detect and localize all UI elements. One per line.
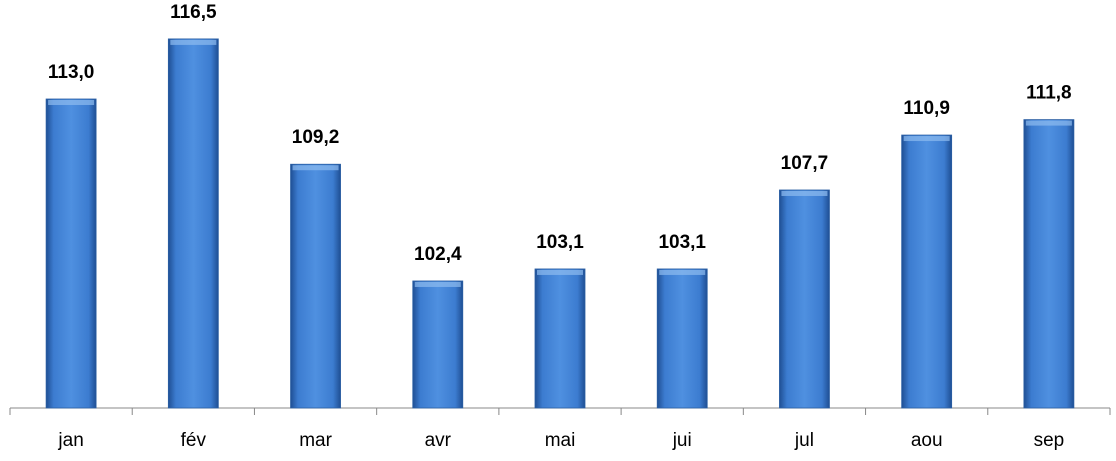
bar-top-highlight — [903, 136, 950, 142]
value-label: 113,0 — [48, 62, 95, 83]
bar-top-highlight — [414, 281, 461, 287]
bar-top-highlight — [1025, 120, 1072, 126]
bar — [167, 38, 219, 409]
value-label: 109,2 — [292, 127, 340, 148]
x-tick-label: jan — [57, 430, 83, 451]
bar-top-highlight — [537, 269, 583, 275]
bar-top-highlight — [48, 100, 95, 105]
bar — [901, 134, 953, 409]
value-label: 116,5 — [170, 2, 217, 23]
bar — [656, 268, 708, 409]
bar — [779, 189, 830, 409]
bar-top-highlight — [292, 165, 339, 171]
value-label: 103,1 — [658, 232, 706, 253]
value-label: 102,4 — [414, 244, 462, 265]
bar — [534, 268, 586, 409]
x-tick-label: jui — [672, 430, 692, 451]
bar-top-highlight — [170, 39, 217, 45]
x-tick-label: fév — [181, 430, 207, 451]
bar — [412, 280, 464, 409]
x-tick-label: avr — [425, 430, 452, 451]
bar — [1023, 119, 1075, 409]
x-tick-label: mar — [299, 430, 332, 451]
bar-top-highlight — [659, 269, 706, 275]
value-label: 107,7 — [781, 153, 829, 174]
x-tick-label: aou — [911, 430, 943, 451]
bar — [290, 163, 341, 409]
bar — [45, 98, 97, 409]
bar-top-highlight — [781, 190, 828, 196]
value-label: 111,8 — [1026, 83, 1071, 104]
x-tick-label: mai — [545, 430, 576, 451]
value-label: 103,1 — [536, 232, 584, 253]
value-label: 110,9 — [903, 98, 950, 119]
x-tick-label: sep — [1034, 430, 1065, 451]
x-tick-label: jul — [794, 430, 814, 451]
